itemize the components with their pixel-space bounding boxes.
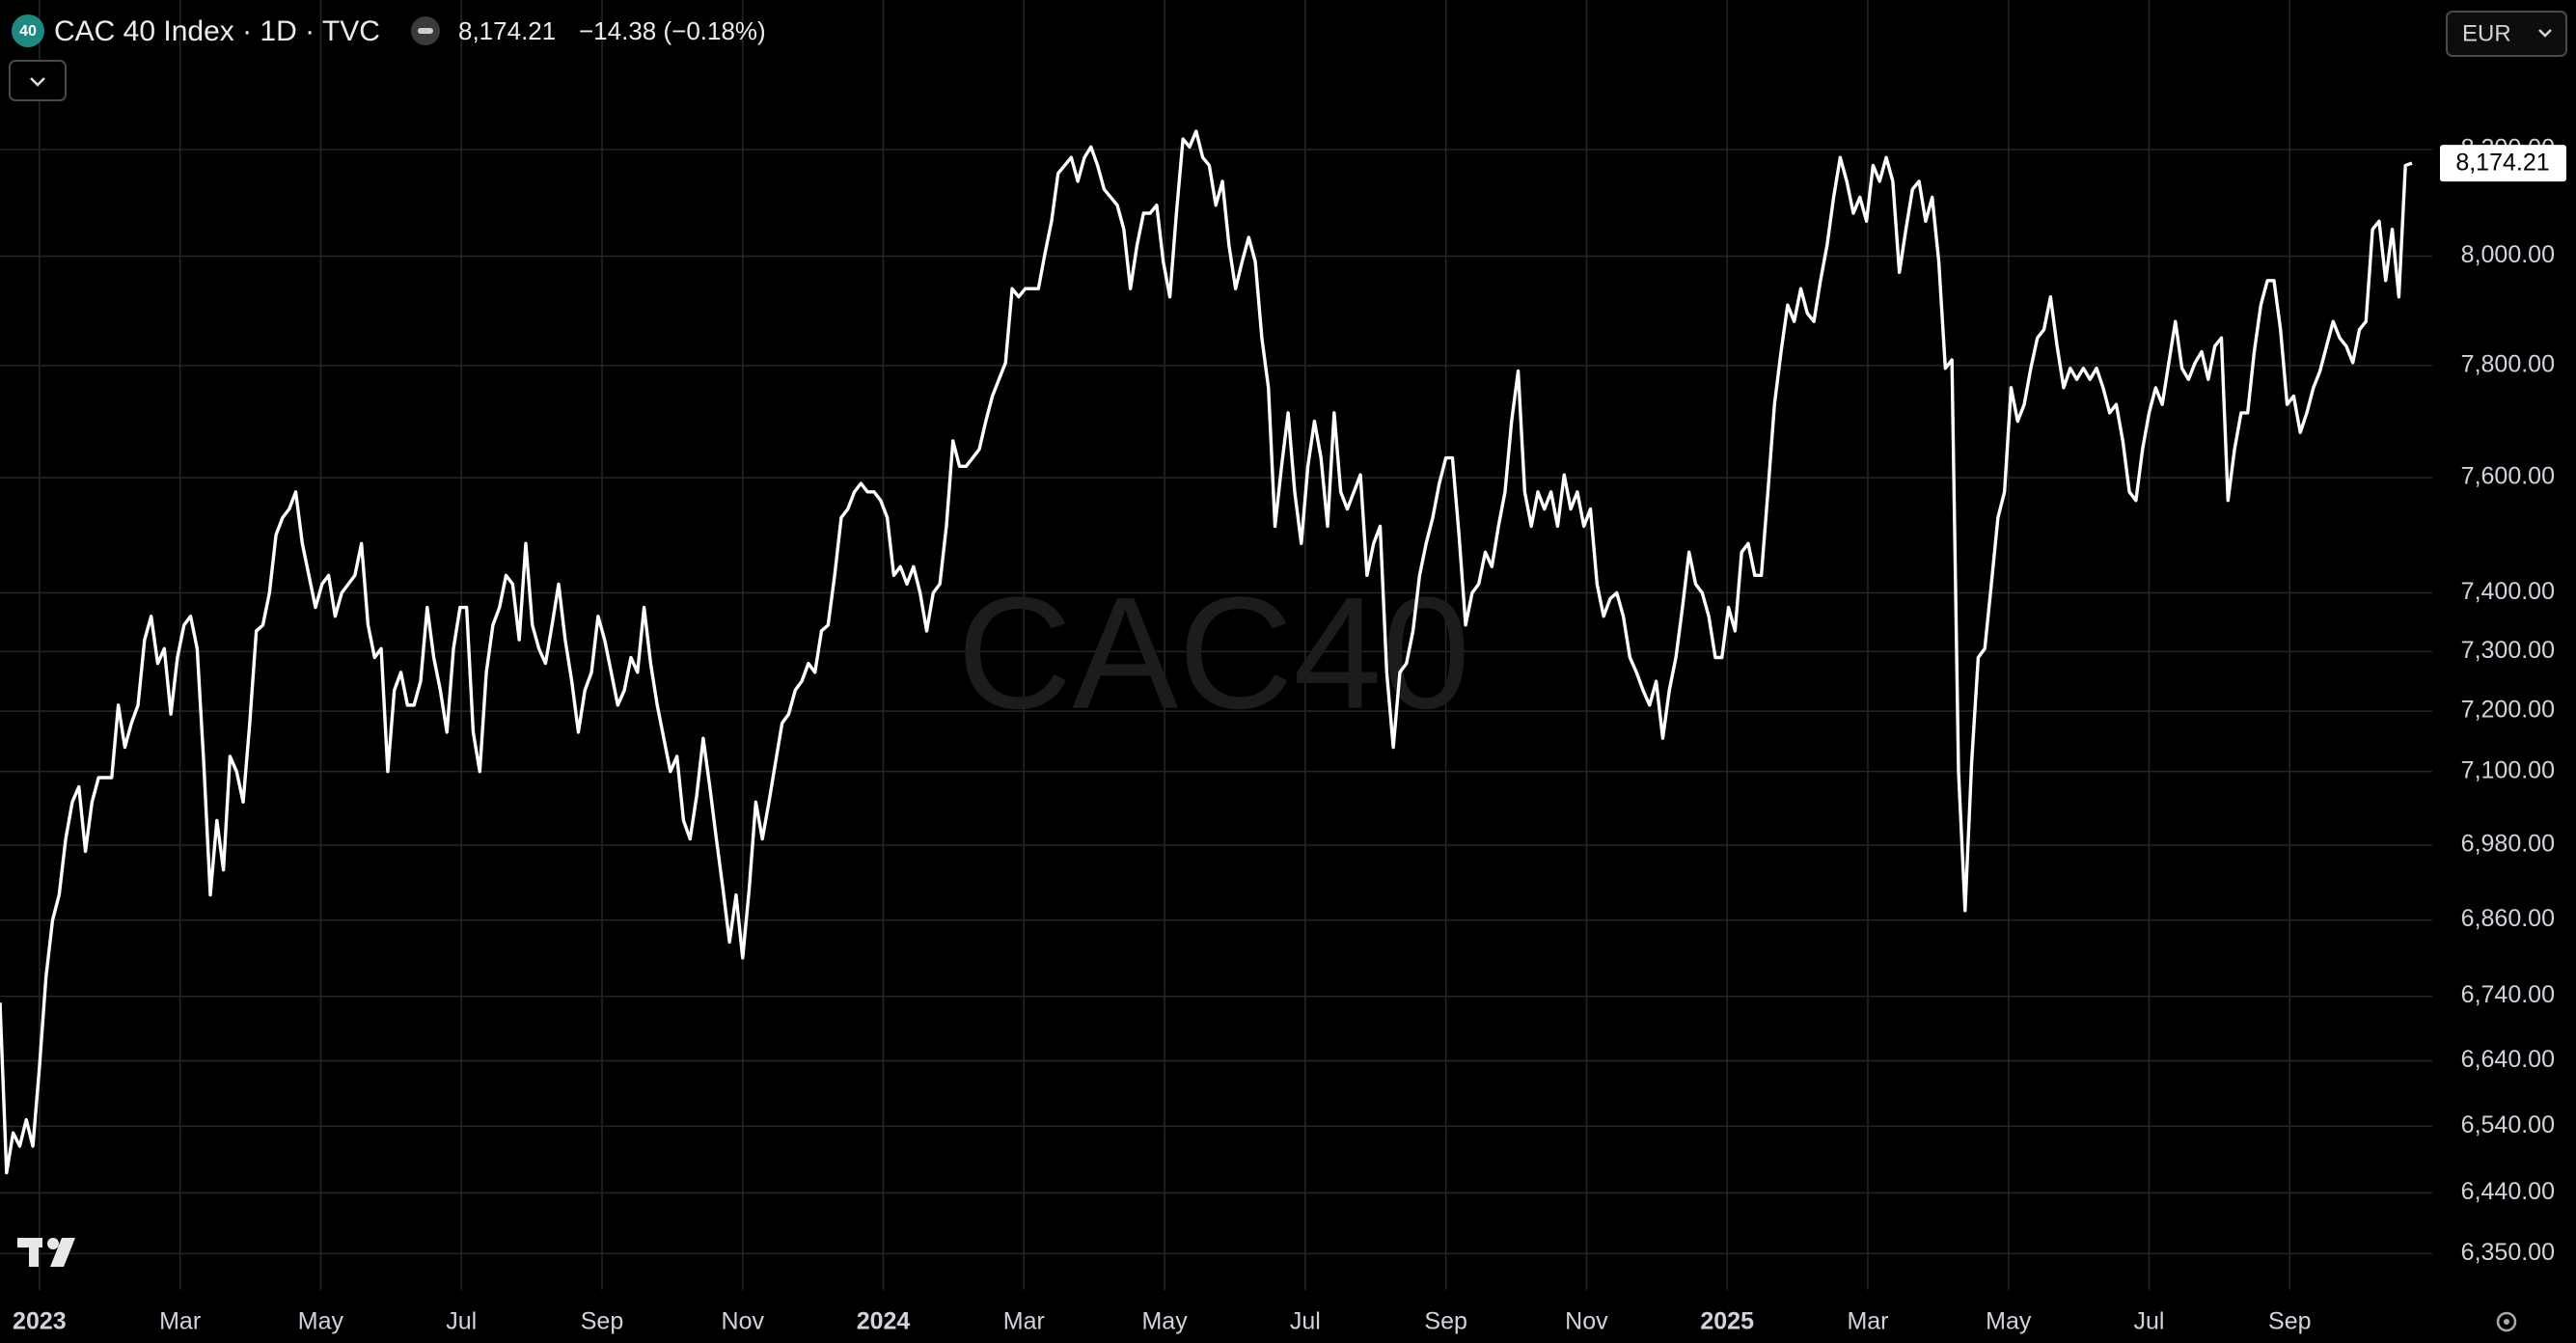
currency-button[interactable]: [2446, 11, 2567, 57]
logo-part: [47, 1238, 59, 1249]
x-tick-label: Jul: [1290, 1308, 1321, 1335]
x-tick-label: Jul: [2134, 1308, 2165, 1335]
y-tick-label: 6,640.00: [2461, 1046, 2555, 1073]
price-line: [0, 129, 2413, 1175]
y-tick-label: 7,400.00: [2461, 578, 2555, 605]
last-price-tag-label: 8,174.21: [2455, 150, 2549, 177]
y-tick-label: 6,980.00: [2461, 831, 2555, 858]
x-tick-label: May: [1141, 1308, 1188, 1335]
y-tick-label: 8,000.00: [2461, 241, 2555, 268]
y-tick-label: 7,300.00: [2461, 637, 2555, 664]
x-tick-label: Mar: [159, 1308, 201, 1335]
x-tick-label: Sep: [1424, 1308, 1466, 1335]
plot: [0, 129, 2413, 1175]
chevron-icon: [30, 77, 45, 87]
x-tick-label: Mar: [1003, 1308, 1045, 1335]
y-tick-label: 6,860.00: [2461, 905, 2555, 932]
x-tick-label: Sep: [2268, 1308, 2311, 1335]
collapse-button[interactable]: [9, 60, 67, 101]
y-tick-label: 7,100.00: [2461, 756, 2555, 783]
x-tick-label: Sep: [581, 1308, 623, 1335]
price-change: −14.38 (−0.18%): [579, 16, 766, 45]
x-tick-label: 2024: [857, 1308, 911, 1335]
badge-text: 40: [19, 23, 37, 40]
settings-icon-center: [2504, 1319, 2509, 1325]
grid: [0, 0, 2432, 1290]
x-tick-label: Nov: [722, 1308, 765, 1335]
x-tick-label: 2025: [1700, 1308, 1754, 1335]
y-tick-label: 6,540.00: [2461, 1111, 2555, 1138]
y-tick-label: 7,200.00: [2461, 697, 2555, 724]
logo: [17, 1238, 75, 1267]
currency-label: EUR: [2462, 20, 2511, 46]
symbol-badge: [12, 14, 44, 47]
y-tick-label: 6,440.00: [2461, 1178, 2555, 1205]
x-tick-label: May: [1986, 1308, 2032, 1335]
axes: 6,350.00 6,440.00 6,540.00 6,640.00 6,740.00…: [13, 135, 2566, 1335]
y-tick-label: 7,600.00: [2461, 463, 2555, 490]
y-tick-label: 6,350.00: [2461, 1239, 2555, 1266]
logo-part: [50, 1238, 75, 1267]
x-tick-label: Jul: [446, 1308, 477, 1335]
x-tick-label: May: [298, 1308, 344, 1335]
chevron-icon: [2538, 29, 2552, 38]
settings-icon[interactable]: [2496, 1311, 2517, 1332]
logo-part: [29, 1238, 39, 1267]
y-tick-label: 7,800.00: [2461, 350, 2555, 377]
chart-title[interactable]: CAC 40 Index · 1D · TVC: [54, 15, 380, 47]
market-status-icon: [418, 28, 433, 34]
x-tick-label: 2023: [13, 1308, 67, 1335]
last-price: 8,174.21: [458, 16, 556, 45]
watermark: CAC40: [957, 564, 1470, 742]
last-price-tag: [2440, 145, 2566, 182]
y-tick-label: 6,740.00: [2461, 981, 2555, 1008]
x-tick-label: Mar: [1847, 1308, 1888, 1335]
x-tick-label: Nov: [1565, 1308, 1608, 1335]
